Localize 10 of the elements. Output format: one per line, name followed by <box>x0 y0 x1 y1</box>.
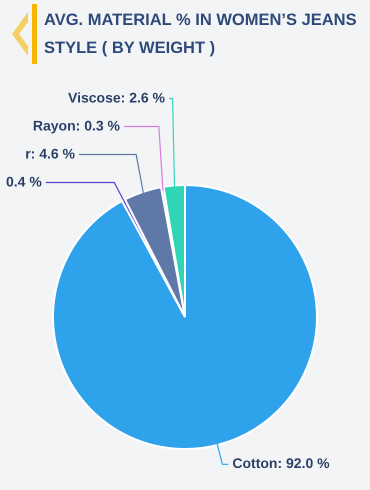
data-label: : 2.6 % <box>120 89 166 106</box>
data-label: 0.4 % <box>6 173 42 190</box>
data-label: : 92.0 % <box>277 455 330 472</box>
slice-label: Rayon <box>32 117 76 134</box>
data-label: : 4.6 % <box>30 145 76 162</box>
slice-label: Cotton <box>232 455 278 472</box>
data-label: : 0.3 % <box>76 117 121 134</box>
slice-label: r <box>25 145 32 162</box>
chart-title: AVG. MATERIAL % IN WOMEN’S JEANS STYLE ( BY WEIGHT ) <box>44 10 358 59</box>
slice-label: Viscose <box>68 89 121 106</box>
